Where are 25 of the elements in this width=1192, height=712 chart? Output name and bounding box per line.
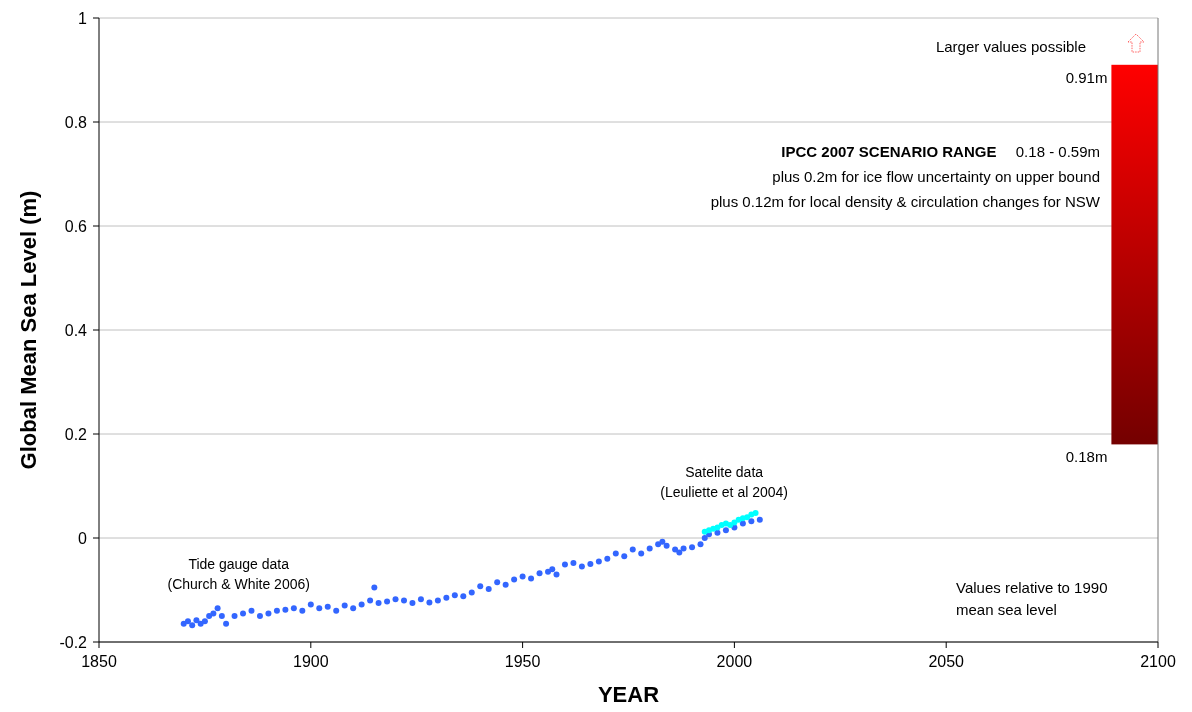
y-tick-label: 1 [78,10,88,27]
x-tick-label: 2000 [716,653,753,670]
series-label: Tide gauge data (Church & White 2006) [167,555,310,592]
y-tick-label: -0.2 [59,634,88,651]
annotation: 0.18m [1065,448,1108,466]
text: Satelite data (Leuliette et al 2004) [660,464,788,501]
annotation: Values relative to 1990 mean sea level [956,579,1108,618]
y-tick-label: 0.6 [64,218,88,235]
annotation: plus 0.12m for local density & circulation changes for NSW [710,193,1101,210]
annotation: plus 0.2m for ice flow uncertainty on upper bound [772,168,1100,185]
annotation: IPCC 2007 SCENARIO RANGE [781,143,997,160]
y-axis-title: Global Mean Sea Level (m) [16,190,41,470]
y-tick-label: 0.2 [64,426,88,443]
x-axis-title: YEAR [597,682,660,707]
x-tick-label: 1950 [504,653,541,670]
y-tick-label: 0.4 [64,322,88,339]
annotation: Larger values possible [935,38,1086,55]
x-tick-label: 2050 [928,653,965,670]
x-tick-label: 2100 [1140,653,1176,670]
y-tick-label: 0.8 [64,114,88,131]
annotation: 0.18 - 0.59m [1015,143,1100,160]
x-tick-label: 1900 [293,653,329,670]
annotation: 0.91m [1065,68,1108,86]
x-tick-label: 1850 [81,653,117,670]
y-tick-label: 0 [78,530,88,547]
